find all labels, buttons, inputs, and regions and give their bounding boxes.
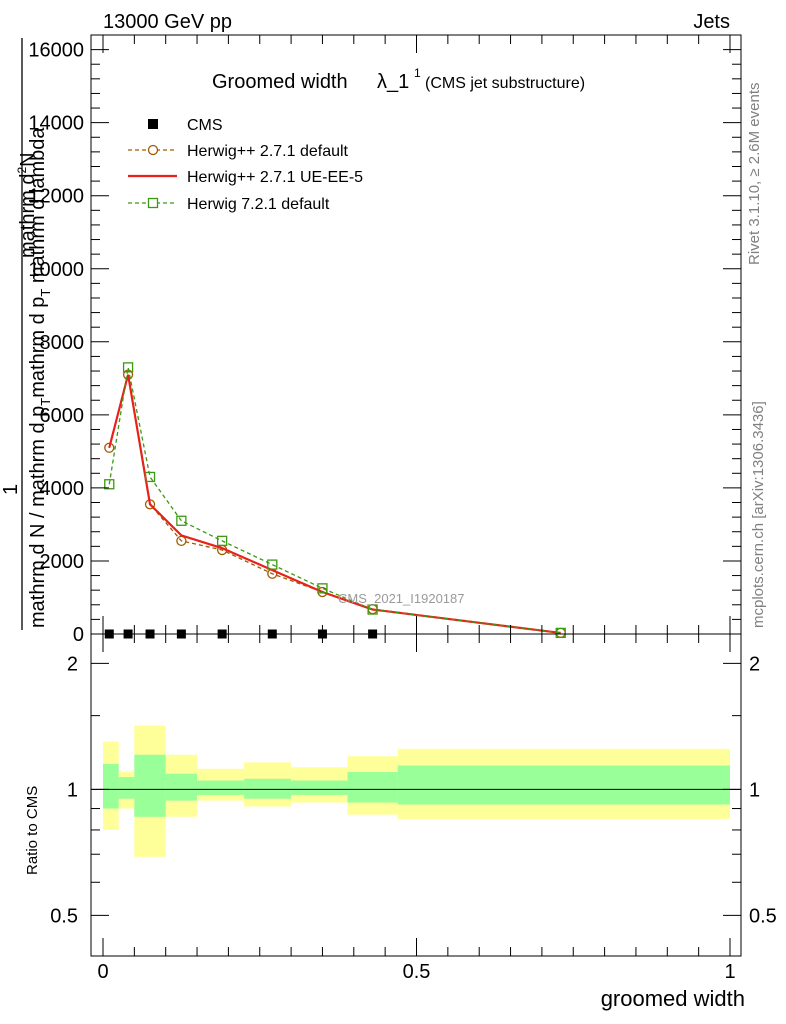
title-lambda: λ_1	[377, 71, 409, 93]
ylabel-one: 1	[0, 484, 22, 495]
series-line-3	[108, 367, 561, 634]
legend-label: Herwig++ 2.7.1 UE-EE-5	[187, 169, 363, 186]
series-line-1	[108, 374, 561, 634]
legend: CMS Herwig++ 2.7.1 default Herwig++ 2.7.1 …	[128, 117, 363, 213]
ratio-ytick-label: 1	[67, 779, 78, 801]
herwig7-point	[555, 627, 566, 639]
title-superscript: 1	[414, 66, 421, 80]
rivet-version: Rivet 3.1.10, ≥ 2.6M events	[746, 83, 763, 266]
uncertainty-band-inner	[103, 763, 119, 809]
xtick-label: 0.5	[403, 961, 431, 983]
ratio-ytick-label-right: 2	[749, 653, 760, 675]
herwig7-point	[367, 604, 378, 615]
xtick-label: 0	[97, 961, 108, 983]
legend-marker-square	[147, 197, 159, 209]
uncertainty-band-inner	[347, 772, 398, 803]
ratio-ylabel: Ratio to CMS	[24, 786, 41, 875]
ytick-label: 6000	[40, 405, 85, 427]
legend-label: Herwig++ 2.7.1 default	[187, 143, 349, 160]
ytick-label: 2000	[40, 551, 85, 573]
ylabel-den-part2: mathrm d p	[27, 297, 49, 398]
analysis-watermark: CMS_2021_I1920187	[338, 591, 465, 606]
series-line-2	[108, 374, 561, 634]
uncertainty-band-inner	[397, 765, 730, 805]
uncertainty-band-inner	[291, 780, 348, 795]
ylabel-den-sub: T	[38, 398, 53, 406]
ytick-label: 16000	[28, 40, 84, 62]
ratio-ytick-label: 2	[67, 653, 78, 675]
herwig7-point	[144, 471, 156, 483]
header-left: 13000 GeV pp	[103, 11, 232, 33]
ratio-ytick-label-right: 0.5	[749, 905, 777, 927]
uncertainty-band-inner	[165, 773, 198, 801]
herwig7-point	[176, 515, 187, 526]
header-right: Jets	[693, 11, 730, 33]
ytick-label: 8000	[40, 332, 85, 354]
herwig7-point	[122, 362, 134, 373]
legend-marker-cms	[148, 119, 158, 129]
ytick-label: 0	[73, 624, 84, 646]
chart-title: Groomed width λ_1 1 (CMS jet substructure)	[212, 66, 585, 93]
ytick-label: 14000	[28, 113, 84, 135]
title-main: Groomed width	[212, 71, 348, 93]
ytick-label: 4000	[40, 478, 85, 500]
xtick-label: 1	[724, 961, 735, 983]
x-axis-label: groomed width	[601, 986, 745, 1011]
ylabel-denominator: mathrm d N / mathrm d pTmathrm d pT math…	[27, 127, 53, 628]
herwig7-point	[104, 479, 115, 490]
title-subtitle: (CMS jet substructure)	[425, 75, 585, 92]
herwig7-point	[267, 559, 278, 570]
ylabel-den-sub2: T	[38, 289, 53, 297]
uncertainty-band-inner	[244, 778, 292, 799]
ratio-panel: 0.5 0.5 1 1 2 2 0 0.5 1 Ratio to CMS groomed width	[24, 633, 777, 1011]
ratio-ytick-label: 0.5	[50, 905, 78, 927]
ytick-label: 10000	[28, 259, 84, 281]
uncertainty-band-inner	[197, 780, 245, 795]
y-axis-label: mathrm d2N1mathrm d N / mathrm d pTmathr…	[0, 38, 53, 630]
ytick-label: 12000	[28, 186, 84, 208]
herwig-default-point	[104, 442, 115, 453]
uncertainty-band-inner	[134, 754, 166, 817]
uncertainty-band-inner	[118, 777, 135, 799]
ylabel-den-tail: mathrm d lambda	[27, 127, 49, 289]
legend-label: CMS	[187, 117, 223, 134]
ratio-ytick-label-right: 1	[749, 779, 760, 801]
ylabel-den-part: mathrm d N / mathrm d p	[27, 406, 49, 628]
legend-marker-circle	[147, 144, 159, 156]
mcplots-credit: mcplots.cern.ch [arXiv:1306.3436]	[750, 401, 767, 628]
legend-label: Herwig 7.2.1 default	[187, 196, 330, 213]
herwig7-point	[216, 535, 228, 547]
main-panel: CMS_2021_I1920187 0 2000 4000 6000 8000 10000 1…	[0, 34, 742, 646]
herwig7-point	[317, 583, 328, 594]
